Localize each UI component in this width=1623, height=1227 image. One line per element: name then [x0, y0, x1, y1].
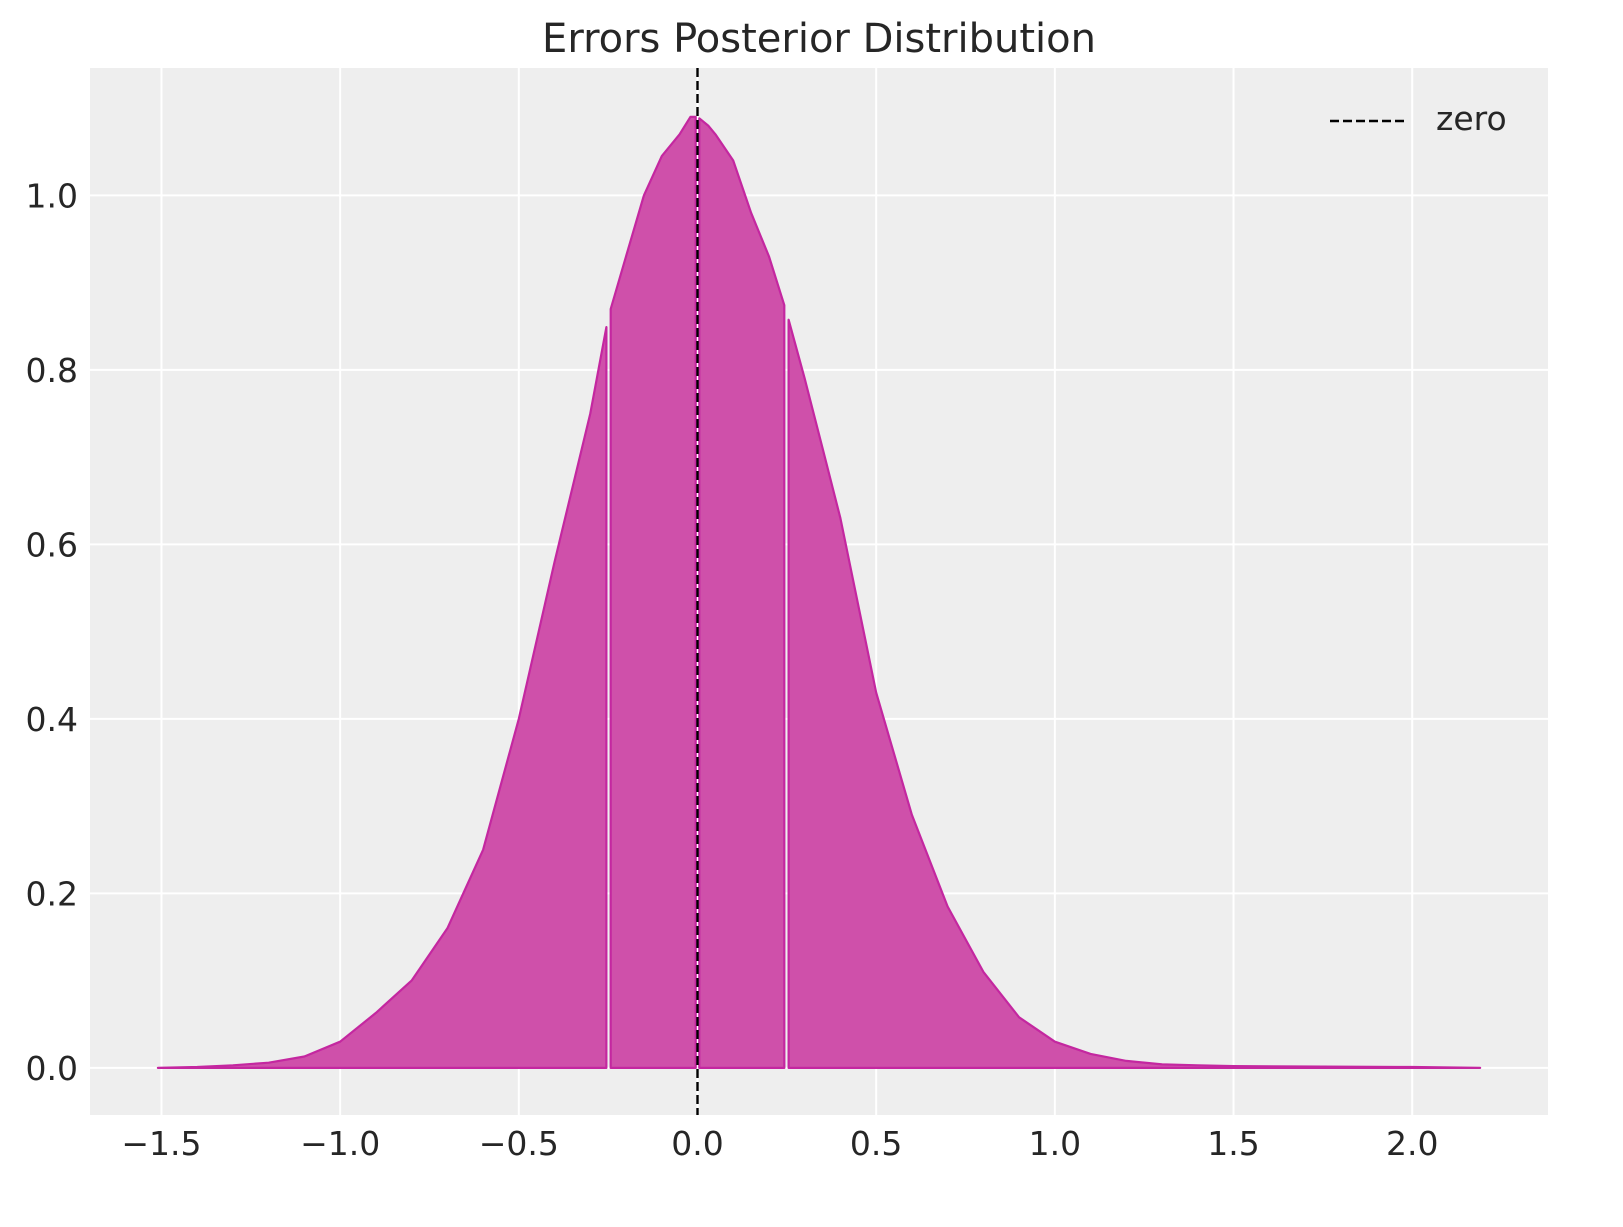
x-tick-label: −1.5 — [121, 1124, 201, 1163]
density-segment — [698, 117, 786, 1069]
x-tick-label: −1.0 — [300, 1124, 380, 1163]
y-tick-label: 0.2 — [26, 874, 78, 913]
legend: zero — [1330, 99, 1507, 138]
density-segment — [609, 115, 697, 1069]
tick-labels: −1.5 −1.0 −0.5 0.0 0.5 1.0 1.5 2.0 0.0 0.2 0.4 0.6 0… — [26, 176, 1439, 1163]
x-tick-label: 1.5 — [1207, 1124, 1259, 1163]
x-tick-label: 0.5 — [850, 1124, 902, 1163]
y-tick-label: 0.8 — [26, 351, 78, 390]
x-tick-label: 2.0 — [1386, 1124, 1438, 1163]
y-tick-label: 0.4 — [26, 700, 78, 739]
legend-label-zero: zero — [1436, 99, 1507, 138]
chart-title: Errors Posterior Distribution — [542, 16, 1096, 62]
x-tick-label: −0.5 — [479, 1124, 559, 1163]
x-tick-label: 1.0 — [1029, 1124, 1081, 1163]
y-tick-label: 1.0 — [26, 176, 78, 215]
y-tick-label: 0.0 — [26, 1049, 78, 1088]
x-tick-label: 0.0 — [671, 1124, 723, 1163]
density-segment — [156, 326, 608, 1069]
density-segment — [787, 318, 1482, 1069]
density-fills — [156, 115, 1482, 1069]
y-tick-label: 0.6 — [26, 525, 78, 564]
